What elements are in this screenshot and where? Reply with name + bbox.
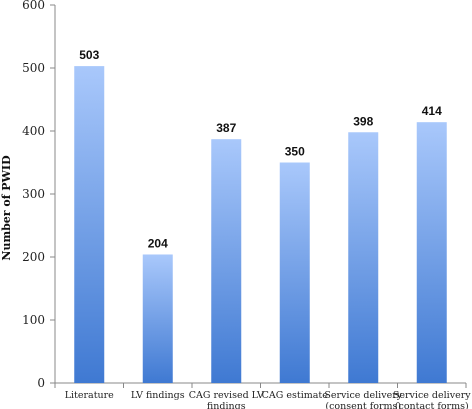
y-axis-title: Number of PWID: [0, 155, 13, 261]
category-label: LV findings: [131, 390, 185, 401]
y-tick-label: 300: [22, 187, 45, 201]
axes: 0 100 200 300 400 500 600: [22, 0, 467, 390]
data-label: 414: [422, 104, 442, 118]
data-label: 350: [285, 145, 305, 159]
bar: [74, 66, 105, 384]
category-label: Service delivery (contact forms): [393, 390, 471, 409]
y-tick-label: 100: [22, 313, 45, 327]
labels: 503 Literature 204 LV findings 387 CAG revise…: [65, 48, 472, 409]
bars: [74, 66, 447, 384]
y-tick-label: 0: [37, 376, 45, 390]
data-label: 503: [79, 48, 99, 62]
bar: [142, 254, 173, 383]
category-label: CAG revised LV findings: [189, 390, 264, 409]
category-label: Service delivery (consent forms): [324, 390, 402, 409]
data-label: 387: [216, 121, 236, 135]
y-tick-label: 500: [22, 61, 45, 75]
y-tick-label: 600: [22, 0, 45, 12]
data-label: 204: [148, 236, 168, 250]
y-tick-label: 400: [22, 124, 45, 138]
bar: [211, 139, 242, 383]
category-label: CAG estimate: [262, 390, 329, 401]
bar: [348, 132, 379, 383]
bar: [279, 162, 310, 383]
category-label: Literature: [65, 390, 114, 401]
y-tick-label: 200: [22, 250, 45, 264]
data-label: 398: [353, 114, 373, 128]
bar: [416, 122, 447, 384]
